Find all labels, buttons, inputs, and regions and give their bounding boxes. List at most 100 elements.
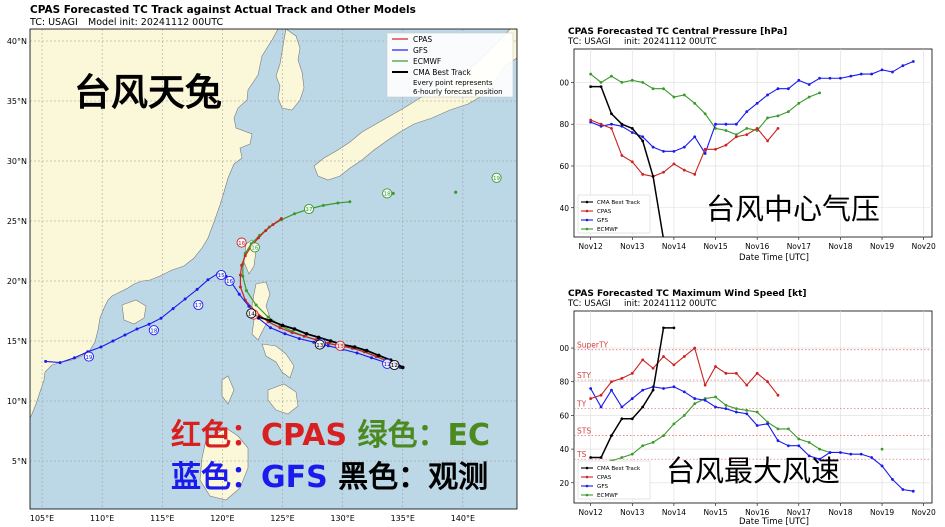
pressure-xlabel: Date Time [UTC] bbox=[739, 253, 809, 263]
wind-x-tick-label: Nov14 bbox=[662, 508, 686, 517]
pressure-point-gfs bbox=[797, 78, 801, 82]
wind-point-cpas bbox=[610, 380, 613, 384]
pressure-point-ecmwf bbox=[786, 110, 790, 114]
pressure-point-gfs bbox=[786, 87, 790, 91]
pressure-point-cpas bbox=[630, 160, 634, 164]
wind-point-ecmwf bbox=[651, 440, 655, 444]
wind-point-obs bbox=[589, 456, 593, 459]
land-masses bbox=[30, 29, 517, 501]
map-day-marker-label: 16 bbox=[226, 279, 234, 285]
map-legend: CPAS GFS ECMWF CMA Best Track Every poin… bbox=[386, 32, 514, 98]
wind-point-gfs bbox=[891, 478, 894, 481]
pressure-point-cpas bbox=[766, 139, 769, 143]
map-point-ecmwf bbox=[266, 315, 270, 319]
pressure-point-gfs bbox=[807, 83, 811, 86]
wind-point-obs bbox=[620, 417, 624, 421]
pressure-legend-label: GFS bbox=[597, 218, 608, 224]
wind-legend-label: GFS bbox=[597, 484, 608, 490]
palawan-land bbox=[221, 375, 235, 405]
map-point-obs bbox=[268, 318, 273, 323]
map-point-cpas bbox=[302, 334, 306, 338]
pressure-point-ecmwf bbox=[703, 112, 707, 116]
wind-point-cpas bbox=[703, 383, 707, 387]
map-point-ecmwf bbox=[254, 303, 258, 307]
pressure-point-cpas bbox=[724, 143, 728, 147]
map-gridlines bbox=[30, 29, 517, 509]
pressure-subtitle-init: init: 20241112 00UTC bbox=[624, 37, 717, 47]
wind-point-gfs bbox=[745, 412, 749, 416]
wind-point-ecmwf bbox=[620, 456, 624, 459]
map-day-marker-gfs bbox=[193, 299, 204, 311]
wind-xlabel: Date Time [UTC] bbox=[739, 517, 809, 527]
wind-point-gfs bbox=[620, 405, 624, 409]
wind-point-ecmwf bbox=[672, 422, 676, 426]
pressure-point-cpas bbox=[589, 118, 593, 122]
map-point-gfs bbox=[171, 307, 175, 311]
map-point-ecmwf bbox=[293, 212, 297, 216]
pressure-y-tick-label: 940 bbox=[560, 204, 569, 213]
map-day-marker-label: 17 bbox=[195, 303, 203, 309]
pressure-point-cpas bbox=[610, 126, 613, 130]
pressure-x-tick-label: Nov19 bbox=[870, 242, 894, 251]
overlay-obs-label: 观测 bbox=[428, 460, 489, 495]
pressure-point-cpas bbox=[693, 172, 697, 176]
pressure-y-tick-label: 980 bbox=[560, 120, 569, 129]
wind-point-ecmwf bbox=[724, 403, 728, 407]
pressure-point-ecmwf bbox=[651, 87, 655, 91]
map-point-obs bbox=[328, 339, 333, 343]
wind-point-cpas bbox=[714, 365, 717, 368]
pressure-legend-marker bbox=[585, 227, 589, 231]
wind-point-gfs bbox=[901, 488, 905, 491]
track-map-chart: CPAS Forecasted TC Track against Actual … bbox=[7, 4, 518, 523]
map-point-gfs bbox=[247, 304, 251, 308]
pressure-point-gfs bbox=[703, 152, 707, 155]
map-point-obs bbox=[292, 327, 297, 331]
map-point-gfs bbox=[44, 359, 48, 363]
wind-point-cpas bbox=[620, 376, 624, 380]
wind-point-obs bbox=[651, 388, 655, 392]
map-day-marker-cpas bbox=[335, 340, 346, 351]
pressure-point-obs bbox=[589, 85, 593, 88]
pressure-point-ecmwf bbox=[766, 116, 769, 120]
pressure-x-tick-label: Nov14 bbox=[662, 242, 686, 251]
pressure-point-cpas bbox=[714, 147, 717, 151]
map-point-gfs bbox=[111, 339, 115, 343]
pressure-point-ecmwf bbox=[734, 133, 738, 137]
map-point-cpas bbox=[243, 254, 247, 258]
wind-x-tick-label: Nov18 bbox=[828, 508, 852, 517]
pressure-point-cpas bbox=[776, 126, 780, 130]
pressure-point-cpas bbox=[734, 135, 738, 139]
pressure-point-gfs bbox=[682, 145, 686, 149]
map-point-cpas bbox=[238, 285, 242, 289]
overlay-black-label: 黑色： bbox=[327, 460, 429, 495]
map-point-gfs bbox=[183, 297, 187, 301]
map-track-obs bbox=[249, 312, 404, 369]
map-point-obs bbox=[352, 345, 357, 349]
pressure-point-gfs bbox=[891, 70, 894, 74]
pressure-x-tick-label: Nov17 bbox=[787, 242, 811, 251]
visayas-land bbox=[261, 343, 295, 379]
pressure-chart: CPAS Forecasted TC Central Pressure [hPa… bbox=[560, 27, 936, 263]
map-day-marker-label: 15 bbox=[218, 273, 226, 279]
map-day-marker-label: 12 bbox=[391, 363, 398, 369]
map-point-cpas bbox=[278, 326, 282, 330]
wind-point-gfs bbox=[839, 451, 842, 454]
map-point-gfs bbox=[195, 287, 199, 291]
map-point-ecmwf-extra bbox=[391, 191, 395, 195]
pressure-point-cpas bbox=[662, 170, 665, 174]
map-lat-tick-label: 5°N bbox=[12, 457, 27, 466]
pressure-point-gfs bbox=[589, 120, 593, 124]
map-lat-tick-label: 30°N bbox=[7, 157, 27, 166]
pressure-point-gfs bbox=[901, 64, 905, 68]
overlay-pressure-title: 台风中心气压 bbox=[706, 192, 881, 226]
map-lon-tick-label: 110°E bbox=[90, 514, 114, 523]
map-lat-tick-label: 35°N bbox=[7, 97, 27, 106]
overlay-red-label: 红色： bbox=[171, 418, 261, 453]
pressure-point-cpas bbox=[641, 172, 645, 176]
map-subtitle-tc: TC: USAGI bbox=[29, 17, 78, 28]
map-day-marker-label: 19 bbox=[493, 176, 501, 182]
map-point-ecmwf-extra bbox=[454, 190, 458, 194]
wind-y-tick-label: 20 bbox=[560, 479, 569, 488]
pressure-point-gfs bbox=[839, 76, 842, 80]
pressure-line-gfs bbox=[590, 61, 914, 155]
